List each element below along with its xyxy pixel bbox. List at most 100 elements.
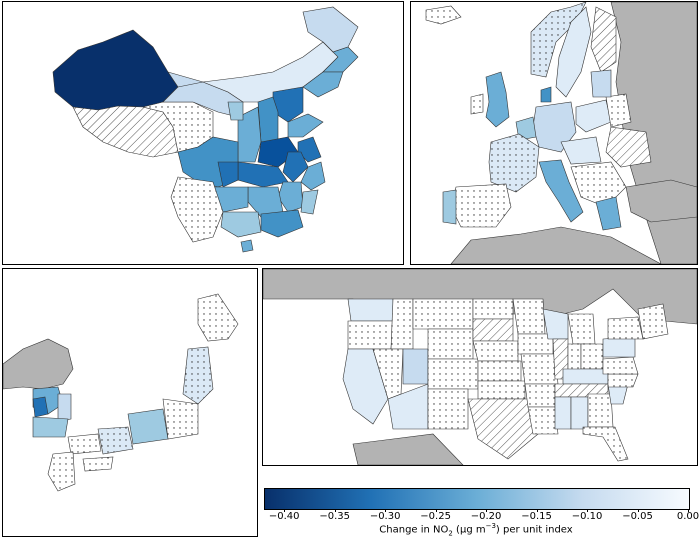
- china-map-panel: [2, 1, 404, 265]
- region-yunnan: [170, 176, 224, 243]
- region-baltics: [590, 69, 612, 98]
- region-uk: [485, 71, 510, 128]
- region-seoul: [32, 396, 49, 418]
- colorbar-tick-label: −0.05: [622, 511, 653, 522]
- colorbar-tick-mark: [284, 509, 286, 512]
- region-jiangsu: [297, 136, 322, 163]
- region-kansas: [477, 360, 522, 382]
- region-fujian: [300, 189, 319, 215]
- region-kansai: [97, 426, 134, 455]
- region-minnesota: [512, 298, 546, 335]
- region-ukraine: [605, 126, 652, 168]
- europe-map-panel: [410, 1, 698, 265]
- colorbar-tick-mark: [587, 509, 589, 512]
- region-france: [488, 133, 540, 193]
- colorbar-tick-label: −0.35: [319, 511, 350, 522]
- colorbar-tick-label: −0.30: [369, 511, 401, 522]
- korea-japan-map-panel: [2, 268, 258, 537]
- colorbar-tick-mark: [334, 509, 336, 512]
- colorbar-tick-mark: [435, 509, 437, 512]
- region-ohio: [580, 343, 604, 370]
- region-denmark: [540, 86, 552, 103]
- colorbar-tick-mark: [486, 509, 488, 512]
- region-mexico: [352, 433, 464, 465]
- region-central: [560, 136, 602, 165]
- region-kyushu: [47, 451, 76, 492]
- region-shanxi: [257, 96, 279, 143]
- region-colorado: [427, 358, 479, 390]
- region-poland: [575, 99, 612, 133]
- region-oregon: [347, 320, 394, 350]
- region-louisiana: [527, 406, 559, 435]
- region-hokkaido: [197, 293, 239, 342]
- region-washington: [347, 298, 394, 322]
- region-idaho: [390, 298, 414, 350]
- region-jilin: [322, 41, 359, 73]
- region-alabama: [570, 396, 589, 430]
- region-utah: [402, 348, 429, 385]
- region-zhejiang: [300, 161, 326, 191]
- region-new-york: [607, 316, 644, 340]
- region-mississippi: [554, 396, 572, 430]
- region-nebraska: [472, 340, 519, 362]
- region-greece: [595, 196, 622, 231]
- region-virginia: [602, 356, 639, 375]
- region-arkansas: [524, 383, 556, 408]
- region-missouri: [520, 353, 559, 385]
- colorbar-tick-label: −0.15: [521, 511, 552, 522]
- region-oklahoma: [477, 380, 526, 400]
- region-ireland: [470, 93, 484, 115]
- colorbar-tick-label: −0.25: [420, 511, 451, 522]
- colorbar-tick-label: −0.40: [268, 511, 300, 522]
- region-turkey: [625, 179, 697, 223]
- colorbar-tick-mark: [637, 509, 639, 512]
- colorbar-tick-label: 0.00: [676, 511, 700, 522]
- region-sweden: [555, 6, 592, 98]
- colorbar-gradient: [265, 489, 689, 509]
- region-guangdong: [260, 209, 304, 238]
- region-hubei: [237, 161, 289, 188]
- region-north-africa: [450, 226, 662, 264]
- colorbar: [264, 488, 690, 510]
- colorbar-tick-mark: [688, 509, 689, 512]
- region-florida: [582, 426, 629, 462]
- region-chongqing: [217, 161, 239, 188]
- colorbar-label: Change in NO2 (μg m−3) per unit index: [379, 522, 573, 537]
- region-north-carolina: [607, 373, 639, 388]
- region-shandong: [287, 113, 324, 138]
- korea-japan-map: [3, 293, 239, 492]
- region-south-dakota: [472, 318, 514, 342]
- region-xinjiang: [52, 29, 179, 111]
- region-georgia: [587, 393, 614, 428]
- region-hainan: [240, 239, 254, 253]
- region-italy: [538, 159, 584, 223]
- colorbar-tick-mark: [536, 509, 538, 512]
- region-chugoku: [67, 433, 102, 455]
- region-shikoku: [82, 456, 114, 472]
- region-montana: [412, 298, 474, 330]
- region-guangxi: [220, 211, 262, 238]
- china-map: [52, 6, 359, 253]
- region-anhui: [282, 151, 309, 183]
- region-tohoku: [182, 346, 214, 405]
- colorbar-tick-label: −0.10: [571, 511, 603, 522]
- europe-map: [411, 2, 697, 264]
- region-pennsylvania: [602, 336, 636, 358]
- region-north-korea: [3, 338, 74, 390]
- region-portugal: [442, 189, 457, 225]
- region-belarus: [605, 93, 632, 128]
- region-iceland: [425, 5, 462, 25]
- region-finland: [590, 6, 617, 73]
- region-ningxia: [227, 101, 244, 121]
- region-chubu: [127, 408, 169, 445]
- region-new-england: [637, 303, 669, 340]
- region-north-dakota: [472, 298, 514, 320]
- region-kentucky: [562, 368, 609, 385]
- usa-map-panel: [262, 268, 698, 466]
- region-new-mexico: [427, 388, 469, 430]
- region-heilongjiang: [302, 6, 359, 53]
- colorbar-tick-mark: [385, 509, 387, 512]
- region-liaoning: [302, 71, 344, 98]
- region-wyoming: [427, 328, 474, 360]
- region-tibet: [72, 105, 179, 158]
